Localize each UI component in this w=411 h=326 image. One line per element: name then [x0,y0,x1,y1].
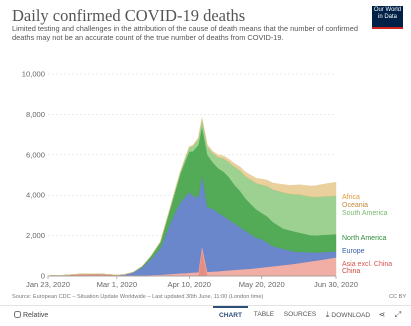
area-africa[interactable] [47,117,337,276]
y-tick-label: 0 [41,272,45,281]
legend-south-america[interactable]: South America [342,210,388,217]
relative-checkbox[interactable] [14,311,21,318]
legend-oceania[interactable]: Oceania [342,202,368,209]
x-tick-label: Apr 10, 2020 [168,280,212,289]
y-tick-label: 8,000 [26,110,45,119]
share-icon: ⋖ [378,310,386,319]
relative-label: Relative [23,312,49,319]
area-series [47,117,337,277]
y-tick-label: 2,000 [26,231,45,240]
y-tick-label: 6,000 [26,150,45,159]
logo-accent-bar [372,27,403,29]
tab-download[interactable]: ⤓ DOWNLOAD [325,310,371,319]
source-note: Source: European CDC – Situation Update … [12,294,264,300]
x-tick-label: May 20, 2020 [239,280,285,289]
download-icon: ⤓ [325,310,330,319]
legend-africa[interactable]: Africa [342,194,360,201]
y-tick-label: 4,000 [26,191,45,200]
tab-table[interactable]: TABLE [253,311,275,318]
expand-icon: ⤢ [394,310,402,319]
logo-text: Our World in Data [373,7,402,20]
stacked-area-chart: 0 2,000 4,000 6,000 8,000 10,000 Jan 23, 2020… [22,70,393,289]
expand-button[interactable]: ⤢ [392,306,406,324]
tab-chart[interactable]: CHART [213,306,248,326]
chart-subtitle: Limited testing and challenges in the at… [12,24,358,43]
y-tick-label: 10,000 [22,70,45,79]
x-tick-label: Mar 1, 2020 [97,280,138,289]
share-button[interactable]: ⋖ [376,306,390,324]
x-tick-label: Jan 23, 2020 [26,280,70,289]
chart-title: Daily confirmed COVID-19 deaths [12,6,246,25]
tab-sources[interactable]: SOURCES [283,311,317,318]
x-axis: Jan 23, 2020 Mar 1, 2020 Apr 10, 2020 May 2… [26,275,358,289]
x-tick-label: Jun 30, 2020 [314,280,358,289]
license-link[interactable]: CC BY [389,294,407,300]
relative-toggle[interactable]: Relative [14,311,48,319]
footer-controls: Relative CHART TABLE SOURCES ⤓ DOWNLOAD ⋖… [0,305,411,324]
legend-asia-excl-china[interactable]: Asia excl. China [342,261,392,268]
legend-north-america[interactable]: North America [342,235,386,242]
owid-logo[interactable]: Our World in Data [372,6,403,29]
legend-china[interactable]: China [342,268,360,275]
legend-europe[interactable]: Europe [342,248,365,255]
y-axis-labels: 0 2,000 4,000 6,000 8,000 10,000 [22,70,45,281]
